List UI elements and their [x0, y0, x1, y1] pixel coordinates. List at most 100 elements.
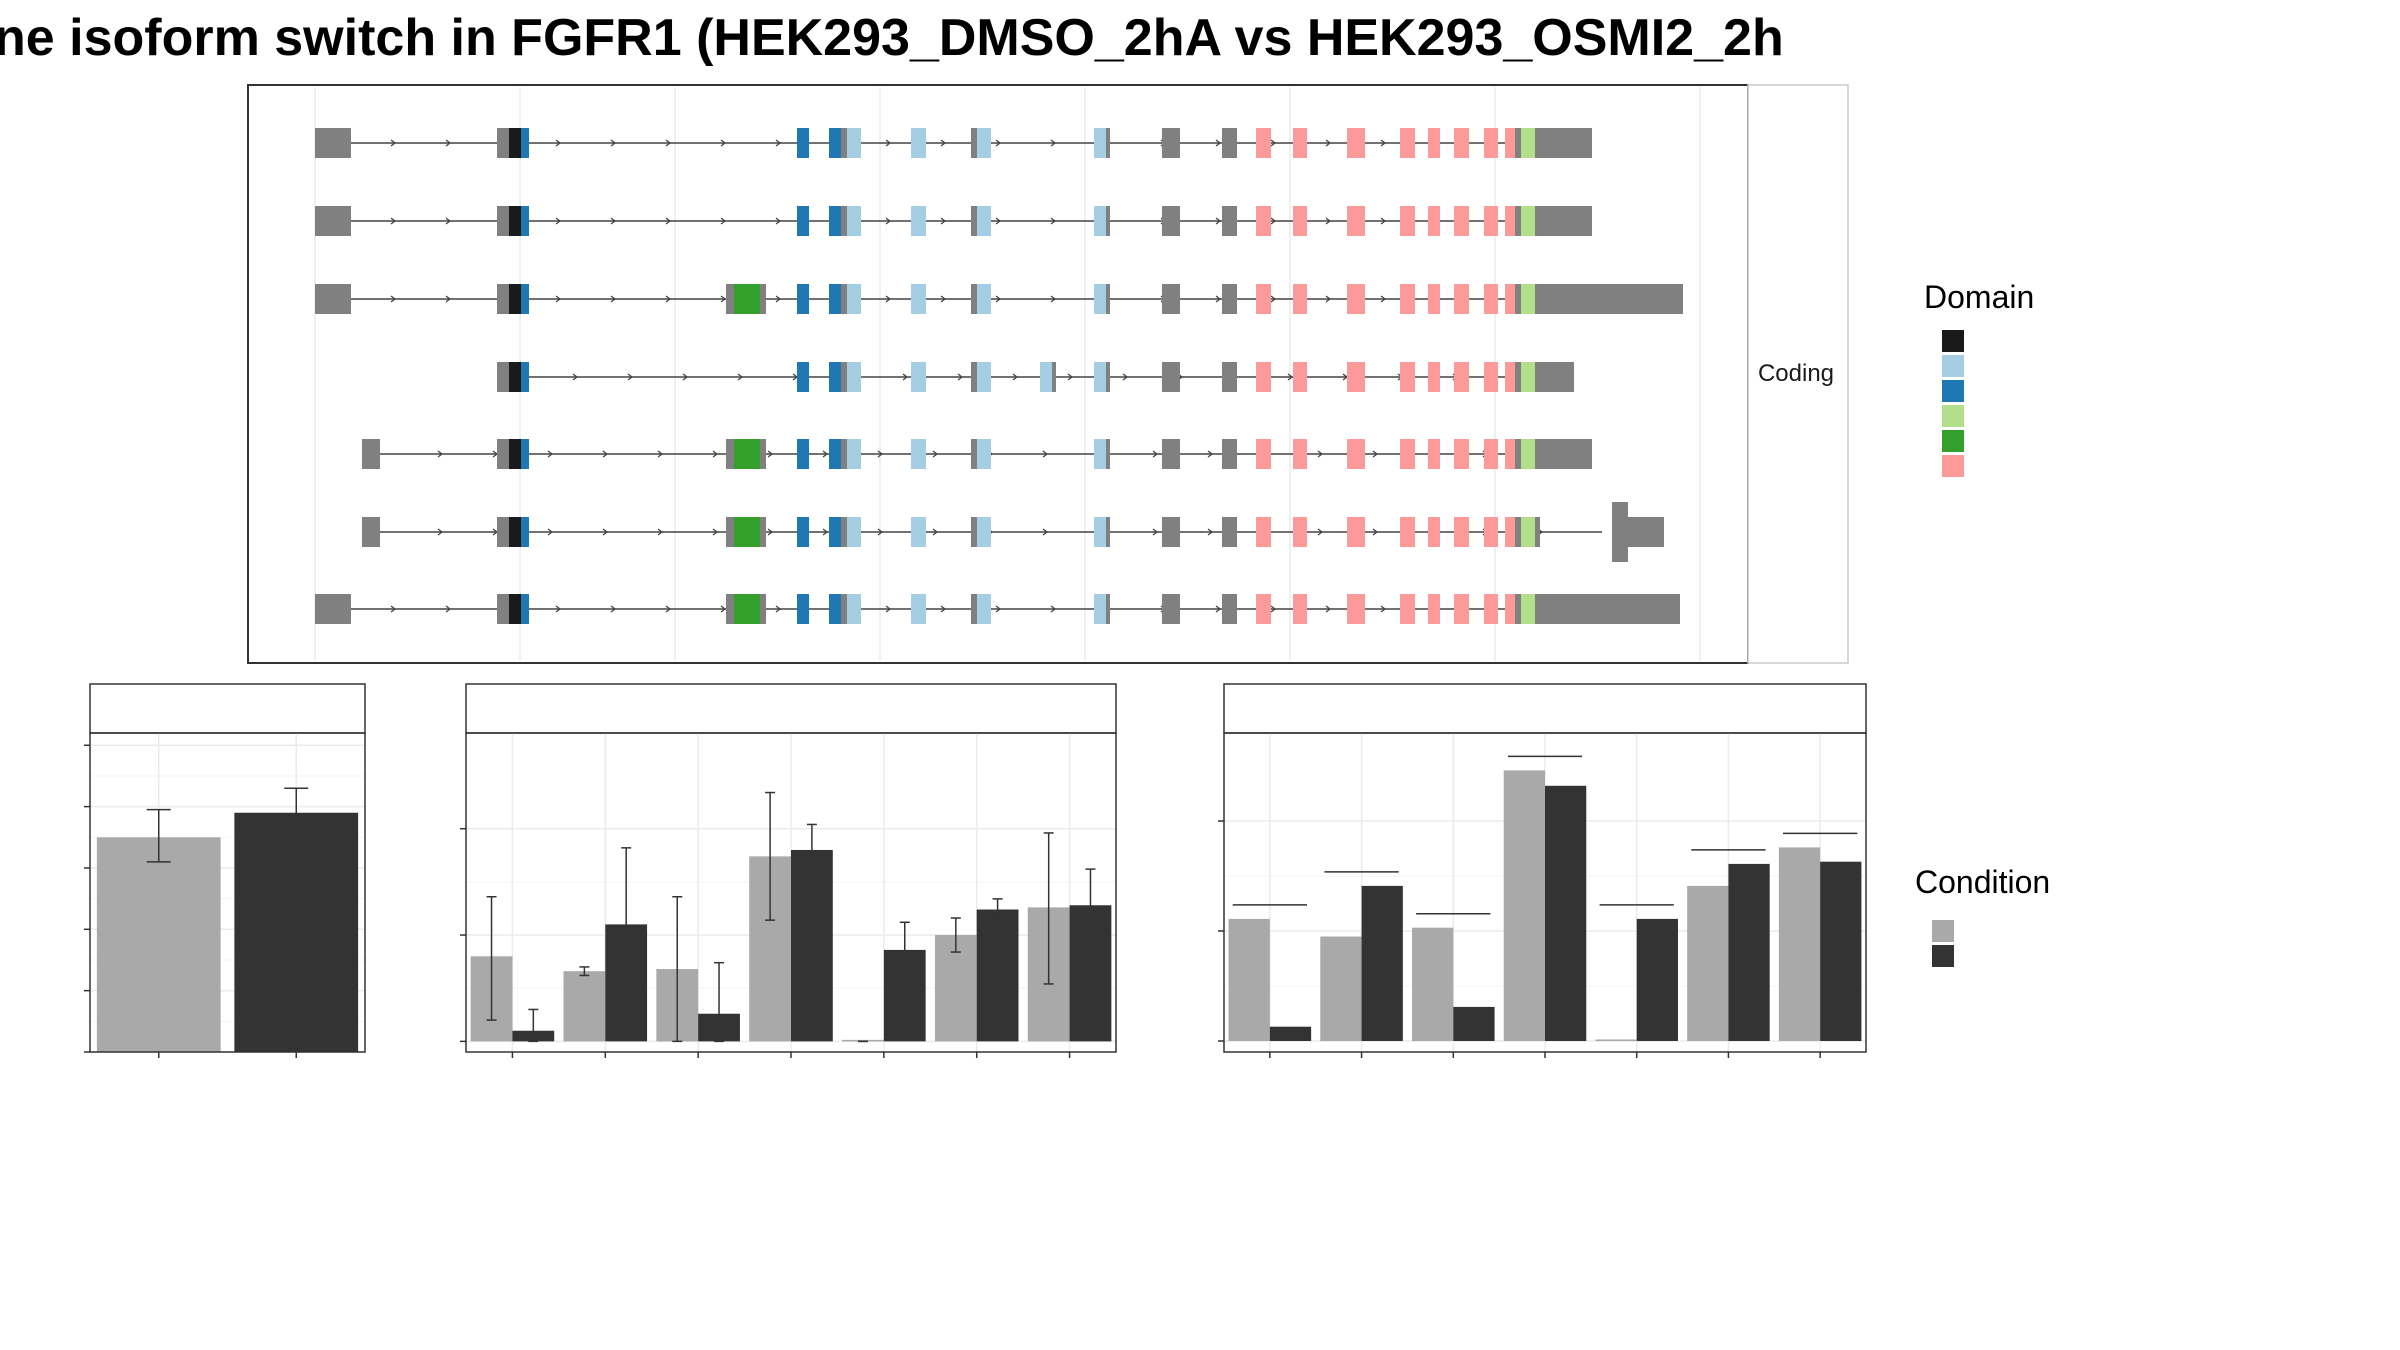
exon-block: [1106, 594, 1110, 624]
exon-block: [971, 517, 977, 547]
exon-block: [1256, 362, 1271, 392]
exon-block: [977, 362, 991, 392]
exon-block: [841, 284, 847, 314]
direction-arrow: [775, 139, 782, 147]
exon-block: [847, 128, 861, 158]
direction-arrow: [767, 528, 774, 536]
exon-block: [509, 439, 521, 469]
exon-block: [1535, 284, 1540, 314]
direction-arrow: [822, 450, 829, 458]
exon-block: [1400, 128, 1415, 158]
isoform-usage-chart: [1218, 683, 1867, 1058]
exon-block: [734, 439, 760, 469]
exon-block: [829, 594, 841, 624]
direction-arrow: [877, 450, 884, 458]
exon-block: [971, 594, 977, 624]
exon-block: [521, 594, 529, 624]
exon-block: [1162, 128, 1180, 158]
direction-arrow: [555, 139, 562, 147]
exon-block: [1106, 517, 1110, 547]
domain-legend-swatch: [1942, 430, 1964, 452]
exon-block: [1428, 128, 1440, 158]
direction-arrow: [1042, 450, 1049, 458]
direction-arrow: [775, 295, 782, 303]
exon-block: [911, 206, 926, 236]
exon-block: [734, 517, 760, 547]
exon-block: [841, 439, 847, 469]
exon-block: [1535, 594, 1540, 624]
exon-utr: [315, 284, 351, 314]
direction-arrow: [1380, 217, 1387, 225]
exon-block: [1454, 517, 1469, 547]
exon-block: [1612, 502, 1628, 562]
bar: [1545, 785, 1587, 1041]
exon-block: [847, 517, 861, 547]
direction-arrow: [1380, 139, 1387, 147]
exon-block: [1521, 284, 1535, 314]
exon-block: [726, 594, 734, 624]
direction-arrow: [995, 139, 1002, 147]
panel-border: [89, 732, 366, 1053]
exon-block: [509, 517, 521, 547]
exon-block: [1521, 439, 1535, 469]
exon-block: [1293, 362, 1307, 392]
direction-arrow: [940, 139, 947, 147]
bar: [1453, 1006, 1495, 1041]
exon-block: [1162, 362, 1180, 392]
exon-block: [829, 206, 841, 236]
exon-block: [1428, 284, 1440, 314]
direction-arrow: [610, 139, 617, 147]
direction-arrow: [957, 373, 964, 381]
exon-utr-tail: [1540, 439, 1592, 469]
exon-block: [1515, 517, 1521, 547]
exon-block: [1484, 128, 1498, 158]
exon-block: [977, 284, 991, 314]
direction-arrow: [1372, 450, 1379, 458]
exon-block: [1256, 284, 1271, 314]
exon-block: [841, 362, 847, 392]
exon-block: [797, 594, 809, 624]
direction-arrow: [1152, 450, 1159, 458]
direction-arrow: [877, 528, 884, 536]
exon-block: [1484, 517, 1498, 547]
exon-block: [911, 362, 926, 392]
condition-legend-title: Condition: [1915, 864, 2050, 900]
exon-block: [726, 439, 734, 469]
direction-arrow: [1270, 217, 1277, 225]
exon-block: [760, 439, 766, 469]
bar: [1503, 770, 1545, 1041]
exon-block: [1106, 206, 1110, 236]
direction-arrow: [932, 528, 939, 536]
exon-utr-tail: [1540, 594, 1680, 624]
exon-block: [847, 206, 861, 236]
exon-utr: [315, 594, 351, 624]
exon-block: [521, 439, 529, 469]
direction-arrow: [1215, 139, 1222, 147]
strip-label-coding: Coding: [1758, 360, 1834, 387]
exon-utr: [315, 206, 351, 236]
direction-arrow: [995, 217, 1002, 225]
exon-block: [977, 439, 991, 469]
exon-block: [1293, 128, 1307, 158]
exon-block: [1162, 439, 1180, 469]
exon-block: [1505, 594, 1515, 624]
exon-block: [1484, 594, 1498, 624]
exon-block: [1515, 594, 1521, 624]
exon-block: [829, 439, 841, 469]
direction-arrow: [1042, 528, 1049, 536]
direction-arrow: [665, 295, 672, 303]
bar: [1636, 918, 1678, 1041]
exon-block: [829, 362, 841, 392]
direction-arrow: [885, 605, 892, 613]
bar: [96, 837, 221, 1052]
direction-arrow: [1050, 139, 1057, 147]
direction-arrow: [1050, 605, 1057, 613]
exon-block: [1521, 362, 1535, 392]
exon-block: [760, 517, 766, 547]
exon-block: [971, 362, 977, 392]
exon-block: [521, 128, 529, 158]
exon-block: [977, 594, 991, 624]
exon-block: [1400, 439, 1415, 469]
direction-arrow: [767, 450, 774, 458]
exon-block: [1535, 517, 1540, 547]
